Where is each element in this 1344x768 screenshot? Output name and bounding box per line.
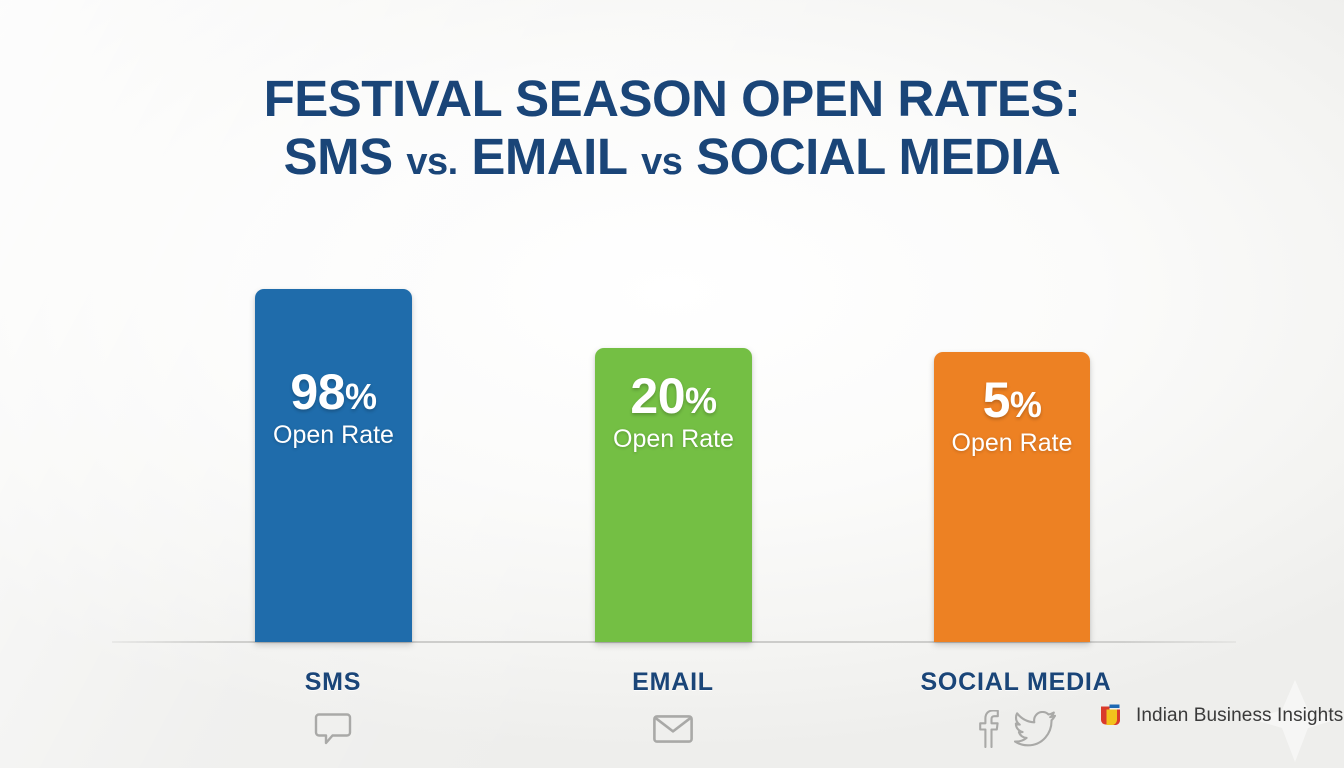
bar-sms[interactable]: 98% Open Rate (255, 289, 412, 642)
brand-logo-text: Indian Business Insights (1136, 704, 1344, 726)
bar-sms-value-number: 98 (290, 364, 346, 420)
bar-sms-sublabel: Open Rate (273, 421, 394, 449)
bar-sms-value: 98% (255, 367, 412, 417)
category-sms: SMS (243, 668, 423, 749)
bar-email[interactable]: 20% Open Rate (595, 348, 752, 642)
bar-social-media-sublabel: Open Rate (951, 429, 1073, 457)
bar-email-labels: 20% Open Rate (595, 371, 752, 452)
twitter-icon (1014, 711, 1056, 747)
title-sms: SMS (283, 128, 394, 186)
bar-social-media-labels: 5% Open Rate (934, 375, 1090, 456)
page-title: FESTIVAL SEASON OPEN RATES: SMS vs. EMAI… (0, 70, 1344, 186)
bar-email-value-percent: % (685, 380, 717, 421)
category-email-icons (583, 709, 763, 749)
category-email-label: EMAIL (632, 668, 714, 696)
category-social-media: SOCIAL MEDIA (903, 668, 1129, 749)
bar-email-value-number: 20 (630, 368, 686, 424)
bar-social-media-value: 5% (934, 375, 1090, 425)
title-line-1: FESTIVAL SEASON OPEN RATES: (263, 70, 1081, 127)
title-vs-1: vs. (406, 141, 458, 184)
category-email: EMAIL (583, 668, 763, 749)
bar-sms-labels: 98% Open Rate (255, 367, 412, 448)
title-line-2: SMS vs. EMAIL vs SOCIAL MEDIA (0, 128, 1344, 186)
title-email: EMAIL (471, 128, 628, 186)
title-vs-2: vs (641, 141, 683, 184)
bar-social-media-value-percent: % (1009, 384, 1042, 425)
category-sms-label: SMS (304, 668, 362, 696)
bar-social-media[interactable]: 5% Open Rate (934, 352, 1090, 642)
chart-baseline-axis (112, 641, 1236, 643)
brand-logo: Indian Business Insights (1098, 702, 1343, 729)
bar-social-media-value-number: 5 (982, 372, 1011, 428)
title-social-media: SOCIAL MEDIA (696, 128, 1061, 186)
bar-email-value: 20% (595, 371, 752, 421)
category-social-media-icons (903, 709, 1129, 749)
category-sms-icons (243, 709, 423, 749)
category-social-media-label: SOCIAL MEDIA (920, 668, 1112, 696)
bar-email-sublabel: Open Rate (613, 425, 734, 453)
envelope-icon (653, 714, 693, 744)
facebook-icon (976, 710, 1000, 748)
indian-business-insights-logo-icon (1098, 702, 1125, 729)
chat-bubble-icon (314, 711, 352, 747)
bar-sms-value-percent: % (345, 376, 377, 417)
